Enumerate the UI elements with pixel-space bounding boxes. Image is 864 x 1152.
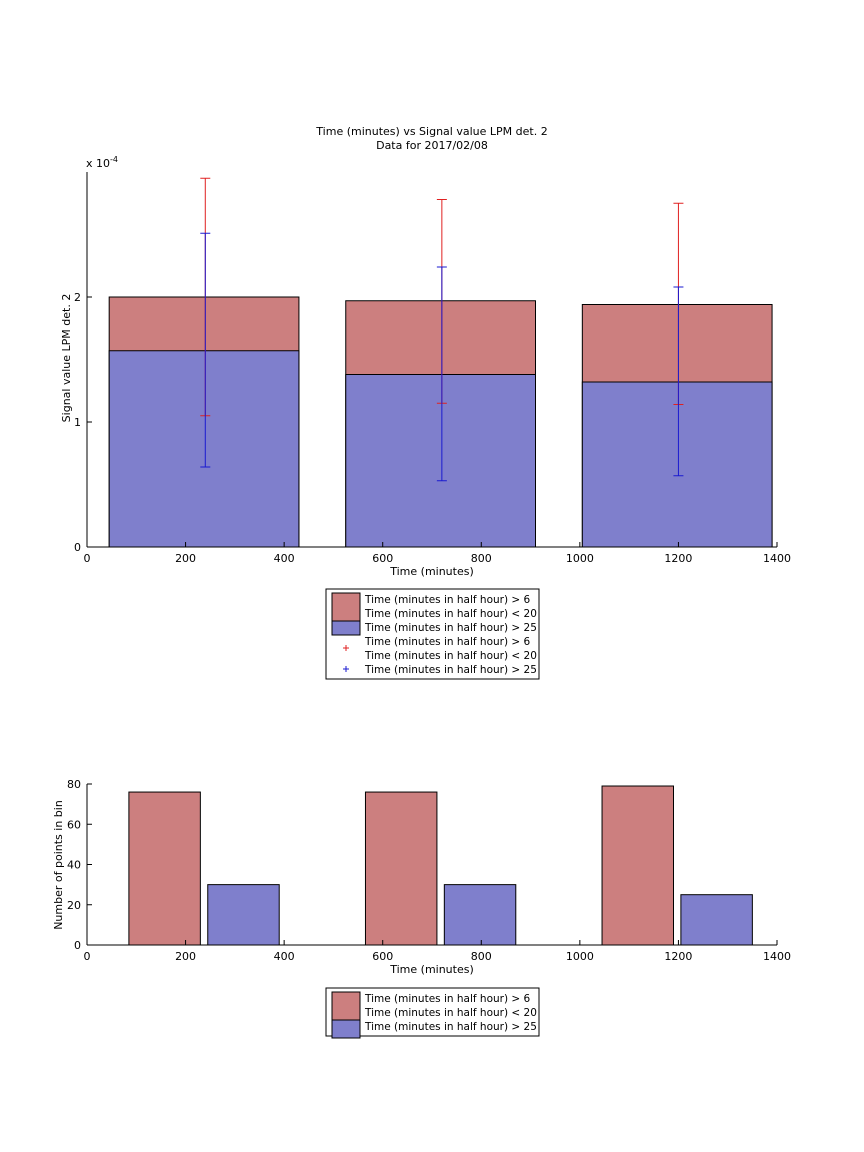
top-x-tick-label: 1200 <box>664 552 692 565</box>
signal-bar-series-2 <box>581 381 773 548</box>
top-y-axis-label: Signal value LPM det. 2 <box>60 294 73 423</box>
top-x-tick-label: 1400 <box>763 552 791 565</box>
bottom-y-axis-label: Number of points in bin <box>52 800 65 930</box>
y-exponent-label: x 10-4 <box>86 155 118 170</box>
signal-bar-series-2 <box>345 374 536 548</box>
bottom-x-tick-label: 0 <box>84 950 91 963</box>
signal-bar-series-2 <box>108 350 300 548</box>
count-bar-series-2 <box>207 884 280 946</box>
legend-label: Time (minutes in half hour) < 20 <box>364 1007 537 1019</box>
bottom-x-tick-label: 200 <box>175 950 196 963</box>
top-x-axis-label: Time (minutes) <box>389 565 474 578</box>
top-y-tick-label: 0 <box>74 541 81 554</box>
legend-label: Time (minutes in half hour) > 6 <box>364 993 531 1005</box>
bottom-x-tick-label: 600 <box>372 950 393 963</box>
top-y-tick-label: 1 <box>74 416 81 429</box>
bottom-x-tick-label: 1200 <box>664 950 692 963</box>
bottom-x-tick-label: 1000 <box>566 950 594 963</box>
bottom-y-tick-label: 80 <box>67 778 81 791</box>
top-x-tick-label: 0 <box>84 552 91 565</box>
top-x-tick-label: 1000 <box>566 552 594 565</box>
bottom-y-tick-label: 0 <box>74 939 81 952</box>
top-legend: Time (minutes in half hour) > 6 Time (min… <box>325 588 540 680</box>
bottom-x-tick-label: 400 <box>274 950 295 963</box>
top-x-tick-label: 400 <box>274 552 295 565</box>
bottom-y-tick-label: 20 <box>67 899 81 912</box>
count-bar-series-1 <box>364 791 438 946</box>
legend-label: Time (minutes in half hour) < 20 <box>364 650 537 662</box>
bottom-x-axis-label: Time (minutes) <box>389 963 474 976</box>
chart-title: Time (minutes) vs Signal value LPM det. … <box>315 125 547 138</box>
legend-swatch <box>331 991 361 1021</box>
y-exponent-power: -4 <box>110 155 118 164</box>
bottom-x-tick-label: 800 <box>471 950 492 963</box>
legend-box <box>325 987 540 1037</box>
bottom-chart-counts: 0 200 400 600 800 1000 1200 1400 0 20 40 60 80 <box>67 778 791 963</box>
top-x-tick-label: 600 <box>372 552 393 565</box>
top-chart-signal: 0 200 400 600 800 1000 1200 1400 0 1 2 <box>74 172 791 565</box>
count-bar-series-2 <box>680 894 753 946</box>
legend-label: Time (minutes in half hour) > 25 <box>364 664 537 676</box>
bottom-y-tick-label: 40 <box>67 859 81 872</box>
legend-swatch <box>331 620 361 636</box>
legend-label: Time (minutes in half hour) > 25 <box>364 1021 537 1033</box>
chart-subtitle: Data for 2017/02/08 <box>376 139 488 152</box>
count-bar-series-1 <box>128 791 201 946</box>
bottom-legend: Time (minutes in half hour) > 6 Time (min… <box>325 987 540 1039</box>
legend-label: Time (minutes in half hour) > 6 <box>364 636 531 648</box>
top-y-tick-label: 2 <box>74 291 81 304</box>
top-x-tick-label: 800 <box>471 552 492 565</box>
y-exponent-base: x 10 <box>86 157 110 170</box>
count-bar-series-1 <box>601 785 674 946</box>
bottom-y-tick-label: 60 <box>67 818 81 831</box>
legend-swatch <box>331 592 361 622</box>
top-x-tick-label: 200 <box>175 552 196 565</box>
legend-label: Time (minutes in half hour) > 6 <box>364 594 531 606</box>
legend-swatch <box>331 1019 361 1039</box>
legend-box <box>325 588 540 680</box>
legend-label: Time (minutes in half hour) > 25 <box>364 622 537 634</box>
legend-label: Time (minutes in half hour) < 20 <box>364 608 537 620</box>
bottom-x-tick-label: 1400 <box>763 950 791 963</box>
count-bar-series-2 <box>443 884 517 946</box>
